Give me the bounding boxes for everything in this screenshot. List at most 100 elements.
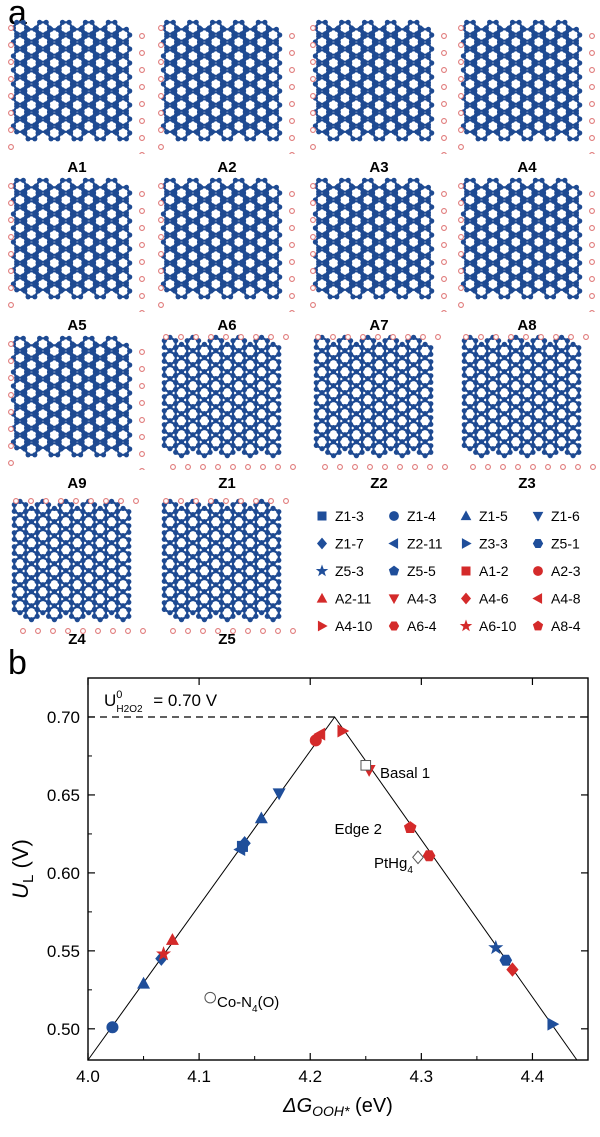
legend-label: A2-11: [335, 591, 372, 607]
y-tick-label: 0.60: [47, 864, 80, 883]
legend-marker-star: [461, 620, 472, 630]
legend: Z1-3 Z1-4 Z1-5 Z1-6 Z1-7 Z2-11 Z3-3 Z5-1 Z5-3 Z5-…: [312, 500, 600, 650]
legend-label: Z5-1: [551, 536, 580, 552]
data-point-a6-4: [423, 851, 435, 861]
legend-marker-triangle-down: [389, 595, 399, 604]
legend-marker-pentagon: [389, 566, 399, 575]
lattice-svg: [458, 176, 596, 312]
legend-entry: Z1-3: [318, 508, 364, 524]
structure-tile-a9: A9: [8, 334, 146, 490]
legend-entry: A6-10: [461, 618, 517, 634]
lattice-svg: [158, 498, 296, 634]
legend-entry: Z1-5: [461, 508, 508, 524]
volcano-left-line: [88, 717, 335, 1060]
structure-label: A5: [8, 317, 146, 334]
y-tick-label: 0.50: [47, 1020, 80, 1039]
reference-point: PtHg4: [374, 851, 423, 876]
legend-marker-triangle-right: [462, 539, 471, 549]
structure-label: A8: [458, 317, 596, 334]
legend-label: Z1-7: [335, 536, 364, 552]
legend-marker-diamond: [461, 593, 470, 604]
legend-label: A6-10: [479, 618, 517, 634]
legend-entry: Z2-11: [389, 536, 443, 552]
legend-label: A2-3: [551, 563, 581, 579]
structure-tile-z1: Z1: [158, 334, 296, 490]
structure-label: A2: [158, 159, 296, 176]
data-point-z5-1: [500, 955, 512, 965]
data-point-a8-4: [404, 821, 416, 832]
legend-label: A4-8: [551, 591, 581, 607]
legend-label: A6-4: [407, 618, 437, 634]
structure-tile-a7: A7: [310, 176, 448, 332]
legend-entry: A4-10: [318, 618, 372, 634]
legend-entry: Z3-3: [462, 536, 508, 552]
legend-label: Z1-6: [551, 508, 580, 524]
structure-label: A9: [8, 475, 146, 492]
legend-marker-triangle-down: [533, 512, 543, 521]
legend-entry: Z5-5: [389, 563, 436, 579]
structure-tile-z4: Z4: [8, 498, 146, 646]
structure-label: Z1: [158, 475, 296, 492]
legend-marker-triangle-up: [461, 511, 471, 520]
x-tick-label: 4.2: [298, 1067, 322, 1086]
legend-label: A4-3: [407, 591, 437, 607]
legend-marker-triangle-up: [317, 593, 327, 602]
legend-entry: Z1-6: [533, 508, 580, 524]
structure-tile-a2: A2: [158, 18, 296, 174]
x-tick-label: 4.0: [76, 1067, 100, 1086]
lattice-svg: [458, 334, 596, 470]
lattice-svg: [158, 334, 296, 470]
legend-label: Z5-5: [407, 563, 436, 579]
structure-label: A3: [310, 159, 448, 176]
structure-label: A6: [158, 317, 296, 334]
data-point-z1-6: [273, 789, 285, 800]
legend-label: Z5-3: [335, 563, 364, 579]
legend-label: Z1-3: [335, 508, 364, 524]
reference-point: Edge 2: [334, 821, 382, 838]
reference-point: Co-N4(O): [205, 992, 279, 1015]
legend-marker-circle: [533, 566, 542, 575]
structure-tile-a4: A4: [458, 18, 596, 174]
lattice-svg: [8, 334, 146, 470]
y-tick-label: 0.55: [47, 942, 80, 961]
structure-label: A4: [458, 159, 596, 176]
data-point-z3-3: [548, 1018, 559, 1030]
legend-marker-triangle-left: [389, 539, 398, 549]
legend-label: A4-6: [479, 591, 509, 607]
legend-marker-star: [317, 565, 328, 575]
lattice-svg: [310, 334, 448, 470]
structure-tile-a6: A6: [158, 176, 296, 332]
legend-label: A1-2: [479, 563, 509, 579]
lattice-svg: [8, 18, 146, 154]
structure-tile-a3: A3: [310, 18, 448, 174]
legend-label: A4-10: [335, 618, 373, 634]
structure-tile-a5: A5: [8, 176, 146, 332]
structure-tile-a1: A1: [8, 18, 146, 174]
data-point-z1-5: [138, 977, 150, 988]
legend-label: A8-4: [551, 618, 581, 634]
lattice-svg: [8, 498, 146, 634]
legend-entry: A2-11: [317, 591, 371, 607]
legend-label: Z1-5: [479, 508, 508, 524]
legend-entry: A6-4: [389, 618, 437, 634]
legend-entry: Z1-4: [389, 508, 436, 524]
legend-entry: A4-3: [389, 591, 437, 607]
data-point-a2-11: [166, 934, 178, 945]
data-point-z1-4: [107, 1022, 118, 1033]
legend-entry: Z5-1: [533, 536, 580, 552]
x-tick-label: 4.4: [521, 1067, 545, 1086]
x-tick-label: 4.1: [187, 1067, 211, 1086]
reference-label: Basal 1: [380, 765, 430, 782]
legend-marker-circle: [389, 511, 398, 520]
lattice-svg: [458, 18, 596, 154]
legend-entry: A4-6: [461, 591, 508, 607]
lattice-svg: [8, 176, 146, 312]
structure-label: Z2: [310, 475, 448, 492]
legend-marker-triangle-left: [533, 594, 542, 604]
legend-entry: A4-8: [533, 591, 581, 607]
legend-marker-pentagon: [533, 621, 543, 630]
y-tick-label: 0.65: [47, 786, 80, 805]
